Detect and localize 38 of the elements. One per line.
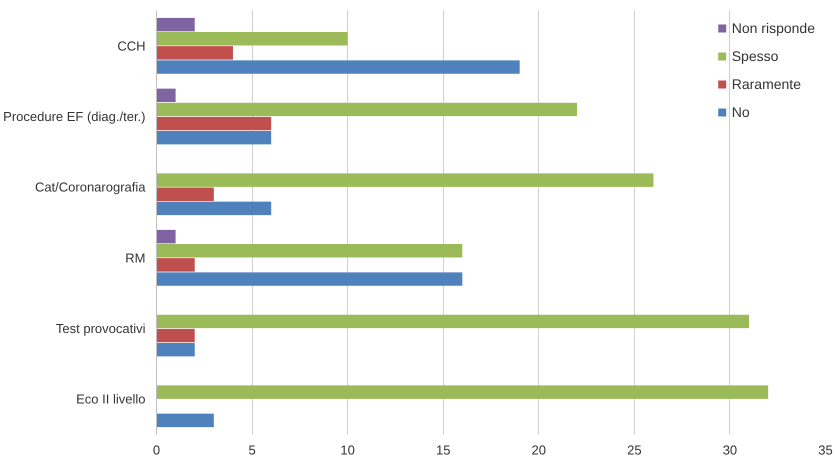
y-tick-label: CCH	[117, 38, 146, 54]
legend-label: No	[732, 104, 751, 120]
bar	[156, 328, 195, 342]
x-tick-label: 20	[532, 442, 546, 457]
bar	[156, 230, 176, 244]
x-tick-label: 15	[436, 442, 450, 457]
bar	[156, 173, 654, 187]
bar	[156, 18, 195, 32]
bar	[156, 116, 272, 130]
bar	[156, 130, 272, 144]
x-tick-label: 25	[627, 442, 642, 457]
bar	[156, 414, 214, 428]
x-tick-label: 5	[248, 442, 256, 457]
bar	[156, 342, 195, 356]
y-tick-label: Cat/Coronarografia	[34, 180, 146, 195]
bar	[156, 188, 214, 201]
x-tick-label: 35	[818, 442, 833, 457]
x-tick-label: 0	[152, 442, 160, 457]
x-tick-label: 30	[722, 442, 738, 457]
bar	[156, 88, 176, 102]
bar	[156, 244, 462, 258]
bar	[156, 272, 462, 286]
y-tick-label: Eco II livello	[76, 392, 146, 407]
y-tick-label: RM	[125, 250, 146, 266]
bar	[156, 202, 272, 216]
bar	[156, 102, 578, 116]
bar	[156, 60, 520, 74]
legend-label: Non risponde	[732, 20, 815, 36]
bar	[156, 385, 768, 399]
bar	[156, 258, 195, 272]
bar	[156, 314, 750, 328]
legend-label: Spesso	[732, 48, 778, 64]
bar	[156, 46, 233, 60]
bar	[156, 32, 348, 46]
legend-label: Raramente	[732, 76, 801, 92]
y-tick-label: Test provocativi	[56, 321, 146, 336]
y-tick-label: Procedure EF (diag./ter.)	[3, 109, 146, 124]
x-tick-label: 10	[340, 442, 355, 457]
